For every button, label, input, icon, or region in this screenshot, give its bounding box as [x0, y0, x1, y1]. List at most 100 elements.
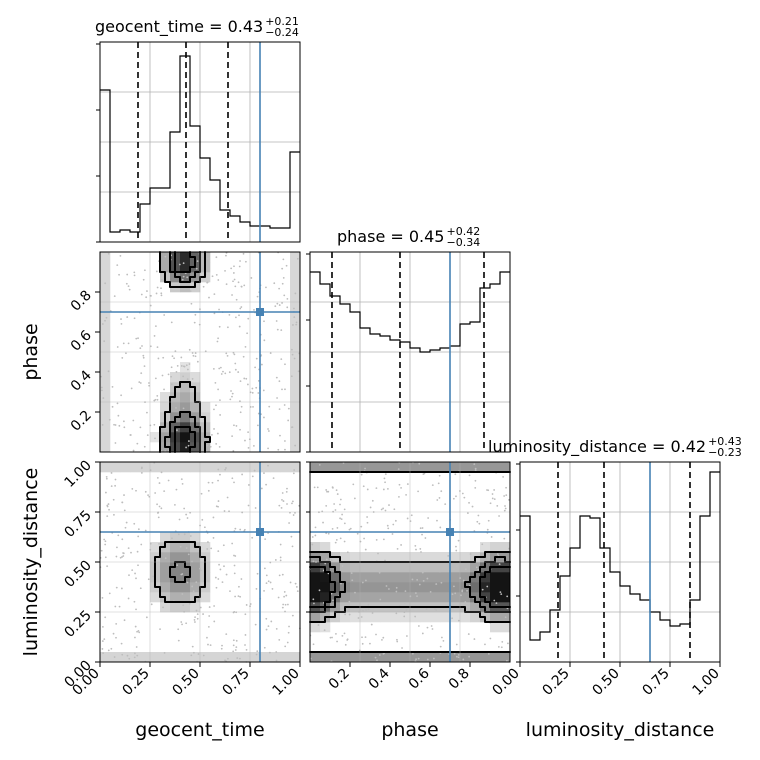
density-cell: [350, 572, 361, 583]
sample-point: [217, 479, 219, 482]
sample-point: [251, 475, 254, 478]
sample-point: [461, 589, 464, 592]
sample-point: [263, 590, 265, 592]
x-axis-label-luminosity_distance: luminosity_distance: [526, 719, 715, 741]
sample-point: [241, 473, 244, 476]
sample-point: [145, 296, 148, 299]
density-cell: [110, 462, 121, 473]
sample-point: [174, 504, 176, 506]
sample-point: [353, 497, 356, 500]
sample-point: [180, 356, 183, 359]
sample-point: [171, 537, 173, 540]
density-cell: [120, 462, 131, 473]
sample-point: [400, 544, 402, 546]
sample-point: [245, 377, 248, 380]
density-cell: [410, 562, 421, 573]
density-cell: [310, 462, 321, 473]
sample-point: [294, 444, 297, 447]
sample-point: [291, 545, 294, 548]
sample-point: [252, 444, 255, 447]
density-cell: [170, 532, 181, 543]
sample-point: [437, 482, 440, 485]
sample-point: [267, 625, 270, 628]
sample-point: [281, 573, 284, 576]
density-cell: [170, 402, 181, 413]
sample-point: [161, 374, 164, 377]
density-cell: [400, 652, 411, 663]
sample-point: [277, 596, 280, 599]
sample-point: [361, 581, 364, 584]
sample-point: [290, 535, 293, 538]
sample-point: [396, 638, 398, 641]
sample-point: [248, 484, 250, 486]
sample-point: [132, 419, 135, 422]
density-cell: [430, 592, 441, 603]
sample-point: [113, 656, 116, 658]
sample-point: [201, 518, 204, 521]
sample-point: [504, 616, 507, 619]
sample-point: [283, 595, 286, 598]
density-cell: [160, 552, 171, 563]
sample-point: [244, 260, 247, 263]
sample-point: [421, 632, 424, 635]
sample-point: [265, 628, 268, 631]
sample-point: [292, 324, 294, 326]
sample-point: [113, 513, 115, 516]
sample-point: [144, 490, 147, 493]
sample-point: [396, 547, 399, 550]
sample-point: [498, 515, 500, 517]
density-cell: [170, 582, 181, 593]
sample-point: [251, 391, 254, 394]
sample-point: [291, 502, 293, 505]
sample-point: [283, 591, 286, 593]
sample-point: [263, 472, 265, 474]
sample-point: [209, 445, 212, 448]
sample-point: [374, 656, 377, 659]
sample-point: [180, 478, 183, 481]
sample-point: [350, 572, 353, 575]
sample-point: [112, 498, 115, 501]
sample-point: [186, 378, 189, 381]
sample-point: [135, 577, 137, 580]
sample-point: [200, 569, 202, 572]
sample-point: [218, 367, 221, 370]
sample-point: [219, 473, 221, 476]
sample-point: [186, 276, 189, 279]
sample-point: [427, 517, 430, 519]
y-tick-label-luminosity_distance: 1.00: [61, 458, 94, 491]
sample-point: [265, 582, 268, 585]
sample-point: [196, 613, 199, 616]
sample-point: [271, 588, 274, 590]
sample-point: [183, 533, 186, 536]
density-cell: [490, 542, 501, 553]
density-cell: [370, 612, 381, 623]
sample-point: [293, 316, 296, 319]
density-cell: [200, 652, 211, 663]
sample-point: [191, 645, 194, 648]
density-cell: [190, 402, 201, 413]
sample-point: [481, 543, 484, 546]
sample-point: [365, 608, 367, 611]
sample-point: [263, 339, 266, 342]
sample-point: [224, 468, 227, 471]
sample-point: [127, 547, 130, 550]
sample-point: [377, 552, 379, 555]
sample-point: [105, 491, 107, 494]
sample-point: [115, 555, 118, 558]
density-cell: [370, 462, 381, 473]
sample-point: [108, 592, 111, 595]
density-cell: [290, 332, 301, 343]
density-cell: [310, 652, 321, 663]
sample-point: [341, 634, 344, 637]
density-cell: [100, 412, 111, 423]
density-cell: [350, 582, 361, 593]
sample-point: [366, 488, 369, 491]
sample-point: [183, 507, 186, 510]
sample-point: [341, 565, 344, 567]
sample-point: [467, 633, 470, 635]
density-cell: [180, 602, 191, 613]
sample-point: [323, 629, 326, 632]
sample-point: [102, 397, 105, 399]
sample-point: [382, 636, 385, 639]
sample-point: [218, 308, 220, 311]
